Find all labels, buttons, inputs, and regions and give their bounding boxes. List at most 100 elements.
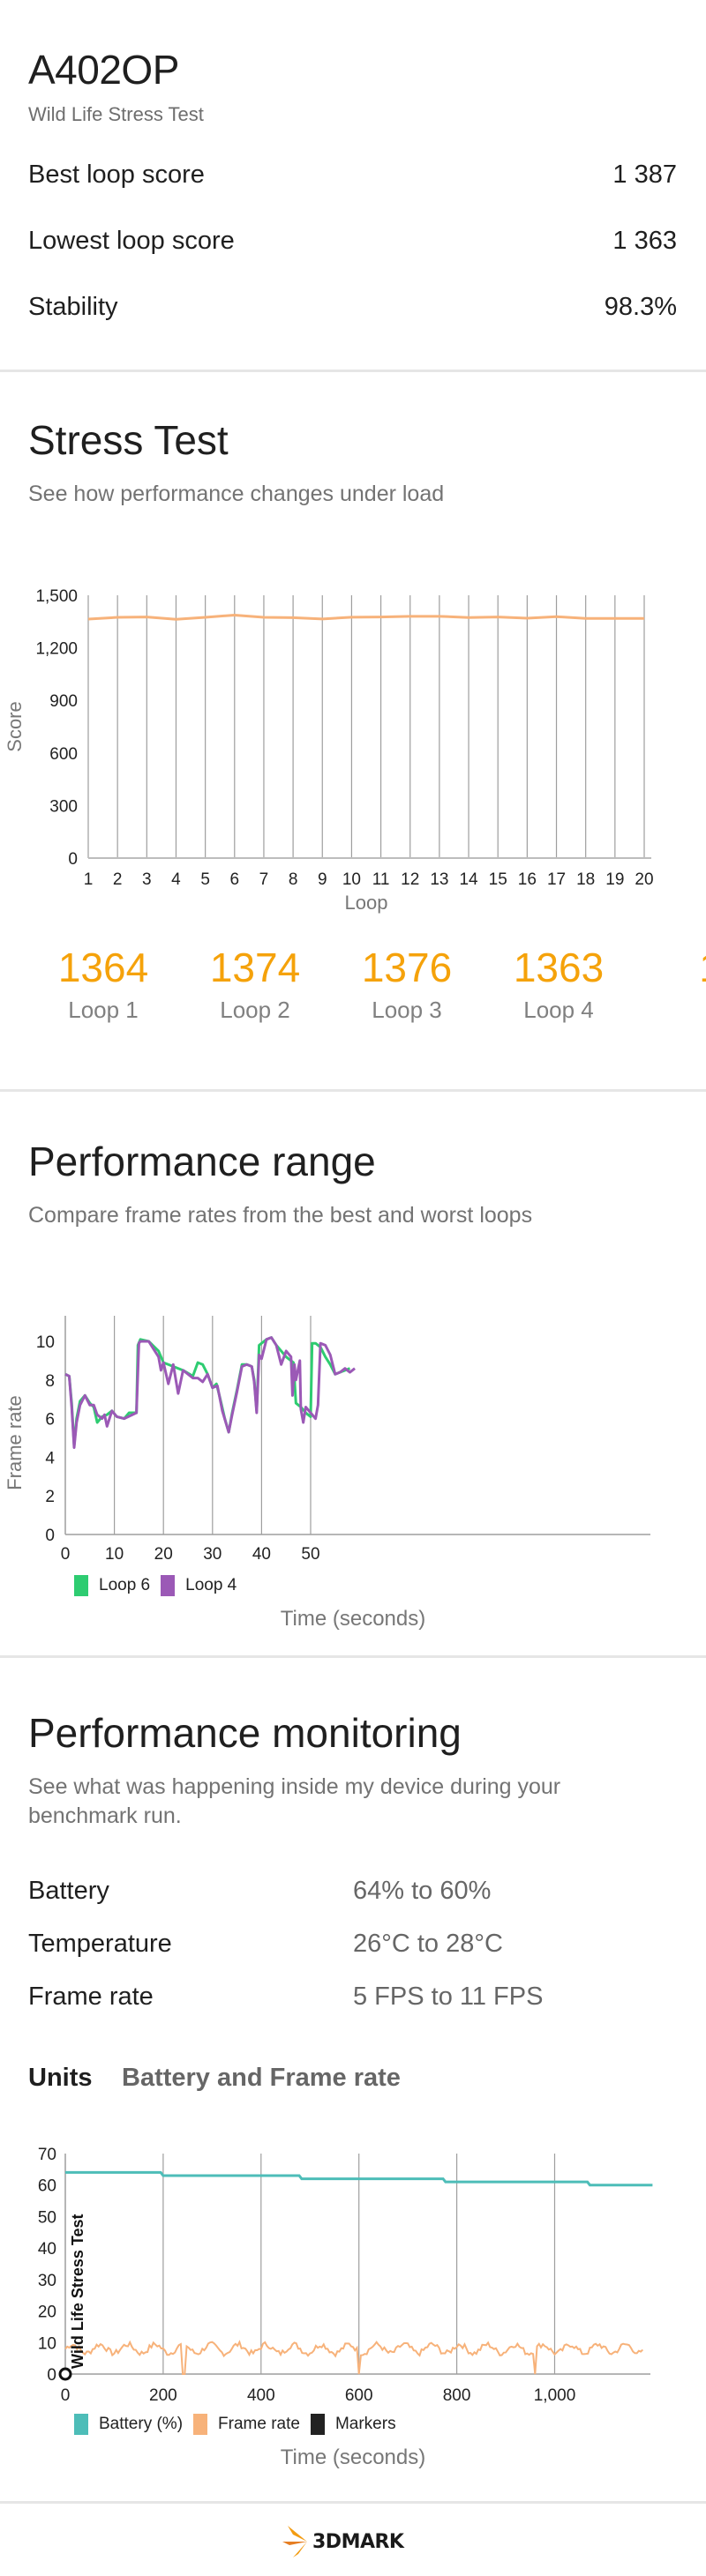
svg-text:900: 900 bbox=[49, 692, 78, 711]
svg-text:Loop: Loop bbox=[345, 892, 388, 914]
svg-text:15: 15 bbox=[489, 870, 507, 889]
svg-text:10: 10 bbox=[105, 1545, 124, 1564]
legend-swatch bbox=[74, 2414, 88, 2435]
legend-label: Loop 4 bbox=[185, 1576, 237, 1594]
svg-text:17: 17 bbox=[547, 870, 566, 889]
svg-text:2: 2 bbox=[45, 1488, 55, 1506]
svg-text:11: 11 bbox=[372, 870, 390, 889]
svg-text:3: 3 bbox=[142, 870, 152, 889]
svg-text:16: 16 bbox=[518, 870, 537, 889]
range-legend: Loop 6 Loop 4 bbox=[74, 1575, 247, 1596]
svg-text:6: 6 bbox=[45, 1411, 55, 1430]
svg-text:600: 600 bbox=[49, 745, 78, 764]
loop-score-label: Loop 1 bbox=[68, 997, 139, 1023]
svg-text:10: 10 bbox=[38, 2334, 56, 2353]
svg-text:8: 8 bbox=[45, 1372, 55, 1391]
device-title: A402OP bbox=[28, 47, 179, 93]
svg-text:1: 1 bbox=[84, 870, 94, 889]
test-name: Wild Life Stress Test bbox=[28, 103, 204, 125]
svg-text:40: 40 bbox=[38, 2240, 56, 2259]
legend-swatch bbox=[310, 2414, 325, 2435]
performance-range-chart: 0 10 20 30 40 50 0 2 4 6 8 10 Frame rate bbox=[4, 1316, 650, 1564]
svg-text:18: 18 bbox=[576, 870, 595, 889]
svg-text:10: 10 bbox=[36, 1333, 55, 1352]
legend-item-frame-rate[interactable]: Frame rate bbox=[193, 2414, 300, 2435]
loop-score-value: 1374 bbox=[209, 945, 301, 990]
loop-score-card[interactable]: 1376 Loop 3 bbox=[332, 944, 482, 1024]
svg-text:13: 13 bbox=[430, 870, 448, 889]
legend-item-markers[interactable]: Markers bbox=[310, 2414, 396, 2435]
monitoring-legend: Battery (%) Frame rate Markers bbox=[74, 2414, 407, 2435]
svg-text:7: 7 bbox=[259, 870, 269, 889]
svg-text:300: 300 bbox=[49, 797, 78, 816]
best-loop-label: Best loop score bbox=[28, 161, 205, 189]
divider bbox=[0, 370, 706, 372]
svg-text:20: 20 bbox=[38, 2303, 56, 2322]
svg-text:Frame rate: Frame rate bbox=[4, 1395, 26, 1490]
stress-test-subtitle: See how performance changes under load bbox=[28, 482, 445, 506]
svg-text:70: 70 bbox=[38, 2146, 56, 2164]
legend-item-battery[interactable]: Battery (%) bbox=[74, 2414, 183, 2435]
logo-text: 3DMARK bbox=[312, 2530, 404, 2553]
legend-item-loop4[interactable]: Loop 4 bbox=[161, 1575, 237, 1596]
stress-test-title: Stress Test bbox=[28, 417, 229, 463]
svg-text:12: 12 bbox=[401, 870, 419, 889]
svg-text:50: 50 bbox=[38, 2208, 56, 2227]
loop-score-card[interactable]: 1 l bbox=[635, 944, 706, 1024]
svg-text:4: 4 bbox=[45, 1449, 55, 1467]
monitoring-x-axis-title: Time (seconds) bbox=[280, 2445, 426, 2469]
performance-range-subtitle: Compare frame rates from the best and wo… bbox=[28, 1203, 533, 1228]
stress-test-chart: 1 2 3 4 5 6 7 8 9 10 11 12 13 14 15 16 17 18 19 20030060090… bbox=[4, 587, 654, 914]
svg-text:30: 30 bbox=[203, 1545, 222, 1564]
loop-score-card[interactable]: 1374 Loop 2 bbox=[180, 944, 330, 1024]
svg-text:60: 60 bbox=[38, 2177, 56, 2196]
svg-text:0: 0 bbox=[47, 2366, 56, 2385]
svg-text:0: 0 bbox=[61, 1545, 71, 1564]
loop-score-card[interactable]: 1363 Loop 4 bbox=[484, 944, 634, 1024]
stability-value: 98.3% bbox=[604, 293, 677, 321]
svg-text:20: 20 bbox=[635, 870, 653, 889]
svg-text:8: 8 bbox=[289, 870, 298, 889]
loop-score-label: Loop 4 bbox=[523, 997, 594, 1023]
svg-text:200: 200 bbox=[149, 2386, 177, 2405]
monitoring-chart: 0 200 400 600 800 1,000 0 10 20 30 40 50 60 70 Wild Li… bbox=[38, 2146, 653, 2405]
svg-text:40: 40 bbox=[252, 1545, 271, 1564]
svg-text:10: 10 bbox=[342, 870, 361, 889]
units-selector[interactable]: Battery and Frame rate bbox=[122, 2064, 401, 2092]
battery-value: 64% to 60% bbox=[353, 1877, 492, 1905]
svg-text:800: 800 bbox=[443, 2386, 471, 2405]
legend-label: Markers bbox=[334, 2415, 396, 2433]
svg-text:5: 5 bbox=[200, 870, 210, 889]
battery-label: Battery bbox=[28, 1877, 109, 1905]
svg-text:Wild Life Stress Test: Wild Life Stress Test bbox=[69, 2214, 86, 2369]
range-x-axis-title: Time (seconds) bbox=[280, 1607, 426, 1631]
legend-swatch bbox=[74, 1575, 88, 1596]
lowest-loop-label: Lowest loop score bbox=[28, 227, 235, 255]
frame-rate-label: Frame rate bbox=[28, 1982, 154, 2011]
svg-text:1,000: 1,000 bbox=[534, 2386, 576, 2405]
divider bbox=[0, 1655, 706, 1658]
svg-text:9: 9 bbox=[318, 870, 327, 889]
svg-text:50: 50 bbox=[301, 1545, 319, 1564]
svg-text:20: 20 bbox=[154, 1545, 173, 1564]
loop-score-label: Loop 2 bbox=[220, 997, 290, 1023]
lowest-loop-value: 1 363 bbox=[612, 227, 677, 255]
loop-scores-carousel[interactable]: 1364 Loop 1 1374 Loop 2 1376 Loop 3 1363 Lo… bbox=[0, 944, 706, 1041]
3dmark-flame-icon bbox=[282, 2526, 307, 2557]
svg-text:4: 4 bbox=[171, 870, 181, 889]
stability-label: Stability bbox=[28, 293, 118, 321]
temperature-label: Temperature bbox=[28, 1930, 172, 1958]
svg-text:30: 30 bbox=[38, 2272, 56, 2290]
svg-text:6: 6 bbox=[230, 870, 240, 889]
loop-score-value: 1 bbox=[635, 944, 706, 991]
svg-text:0: 0 bbox=[45, 1527, 55, 1545]
svg-text:2: 2 bbox=[113, 870, 123, 889]
loop-score-value: 1376 bbox=[361, 945, 453, 990]
best-loop-value: 1 387 bbox=[612, 161, 677, 189]
loop-score-card[interactable]: 1364 Loop 1 bbox=[28, 944, 178, 1024]
svg-text:600: 600 bbox=[345, 2386, 373, 2405]
divider bbox=[0, 1089, 706, 1092]
loop-score-value: 1364 bbox=[57, 945, 149, 990]
legend-item-loop6[interactable]: Loop 6 bbox=[74, 1575, 150, 1596]
loop-score-label: l bbox=[635, 997, 706, 1024]
